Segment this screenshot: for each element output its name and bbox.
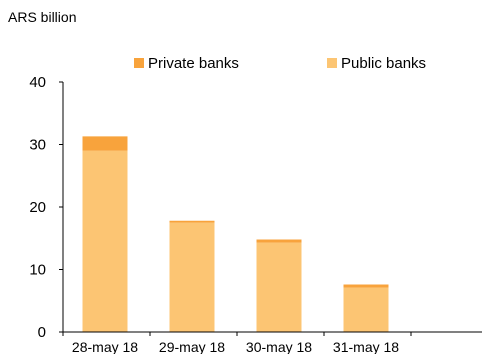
bar-public-banks-1 [82, 150, 128, 332]
y-tick-label: 30 [29, 137, 46, 154]
legend-label-private-banks: Private banks [148, 55, 239, 72]
bar-private-banks-2 [169, 220, 215, 223]
tick-labels: 0 10 20 30 40 28-may 18 29-may 18 30-may 18 31-m… [29, 74, 399, 354]
y-tick-label: 40 [29, 74, 46, 91]
y-tick-label: 10 [29, 262, 46, 279]
bars [82, 136, 389, 332]
legend-swatch-public-banks [327, 58, 337, 68]
bar-private-banks-3 [256, 239, 302, 243]
y-tick-label: 20 [29, 199, 46, 216]
unit-label: ARS billion [8, 9, 76, 25]
bar-public-banks-3 [256, 242, 302, 332]
x-tick-label: 28-may 18 [72, 339, 138, 354]
legend-label-public-banks: Public banks [341, 55, 426, 72]
bar-public-banks-2 [169, 222, 215, 332]
legend: Private banks Public banks [134, 55, 426, 72]
x-tick-label: 30-may 18 [246, 339, 312, 354]
bar-public-banks-4 [343, 287, 389, 332]
x-tick-label: 31-may 18 [333, 339, 399, 354]
legend-swatch-private-banks [134, 58, 144, 68]
axes [59, 81, 482, 336]
y-tick-label: 0 [38, 324, 46, 341]
bar-private-banks-1 [82, 136, 128, 151]
bar-private-banks-4 [343, 284, 389, 288]
x-tick-label: 29-may 18 [159, 339, 225, 354]
